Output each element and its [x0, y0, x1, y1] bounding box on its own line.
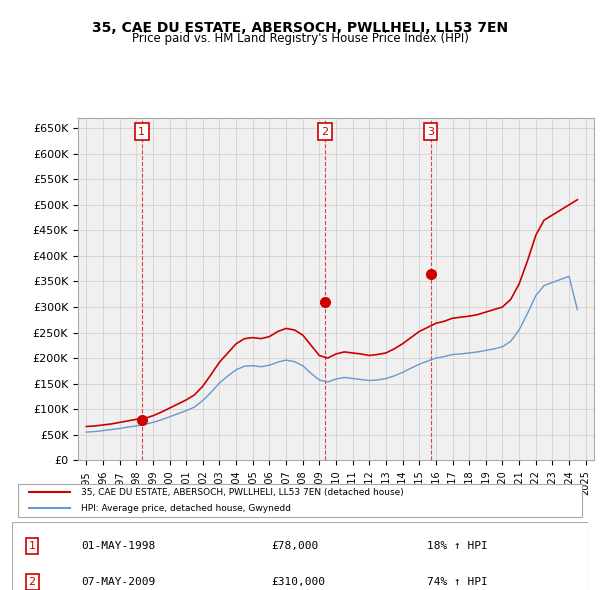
Text: 2: 2 [29, 577, 36, 587]
Text: 1: 1 [29, 541, 35, 551]
Text: Price paid vs. HM Land Registry's House Price Index (HPI): Price paid vs. HM Land Registry's House … [131, 32, 469, 45]
FancyBboxPatch shape [18, 484, 582, 517]
Text: 18% ↑ HPI: 18% ↑ HPI [427, 541, 487, 551]
Text: £310,000: £310,000 [271, 577, 325, 587]
Text: HPI: Average price, detached house, Gwynedd: HPI: Average price, detached house, Gwyn… [81, 504, 291, 513]
FancyBboxPatch shape [12, 522, 588, 590]
Text: 1: 1 [138, 127, 145, 137]
Text: 3: 3 [427, 127, 434, 137]
Text: 2: 2 [322, 127, 329, 137]
Text: 07-MAY-2009: 07-MAY-2009 [81, 577, 155, 587]
Text: 35, CAE DU ESTATE, ABERSOCH, PWLLHELI, LL53 7EN: 35, CAE DU ESTATE, ABERSOCH, PWLLHELI, L… [92, 21, 508, 35]
Text: 01-MAY-1998: 01-MAY-1998 [81, 541, 155, 551]
Text: 35, CAE DU ESTATE, ABERSOCH, PWLLHELI, LL53 7EN (detached house): 35, CAE DU ESTATE, ABERSOCH, PWLLHELI, L… [81, 488, 404, 497]
Text: 74% ↑ HPI: 74% ↑ HPI [427, 577, 487, 587]
Text: £78,000: £78,000 [271, 541, 319, 551]
